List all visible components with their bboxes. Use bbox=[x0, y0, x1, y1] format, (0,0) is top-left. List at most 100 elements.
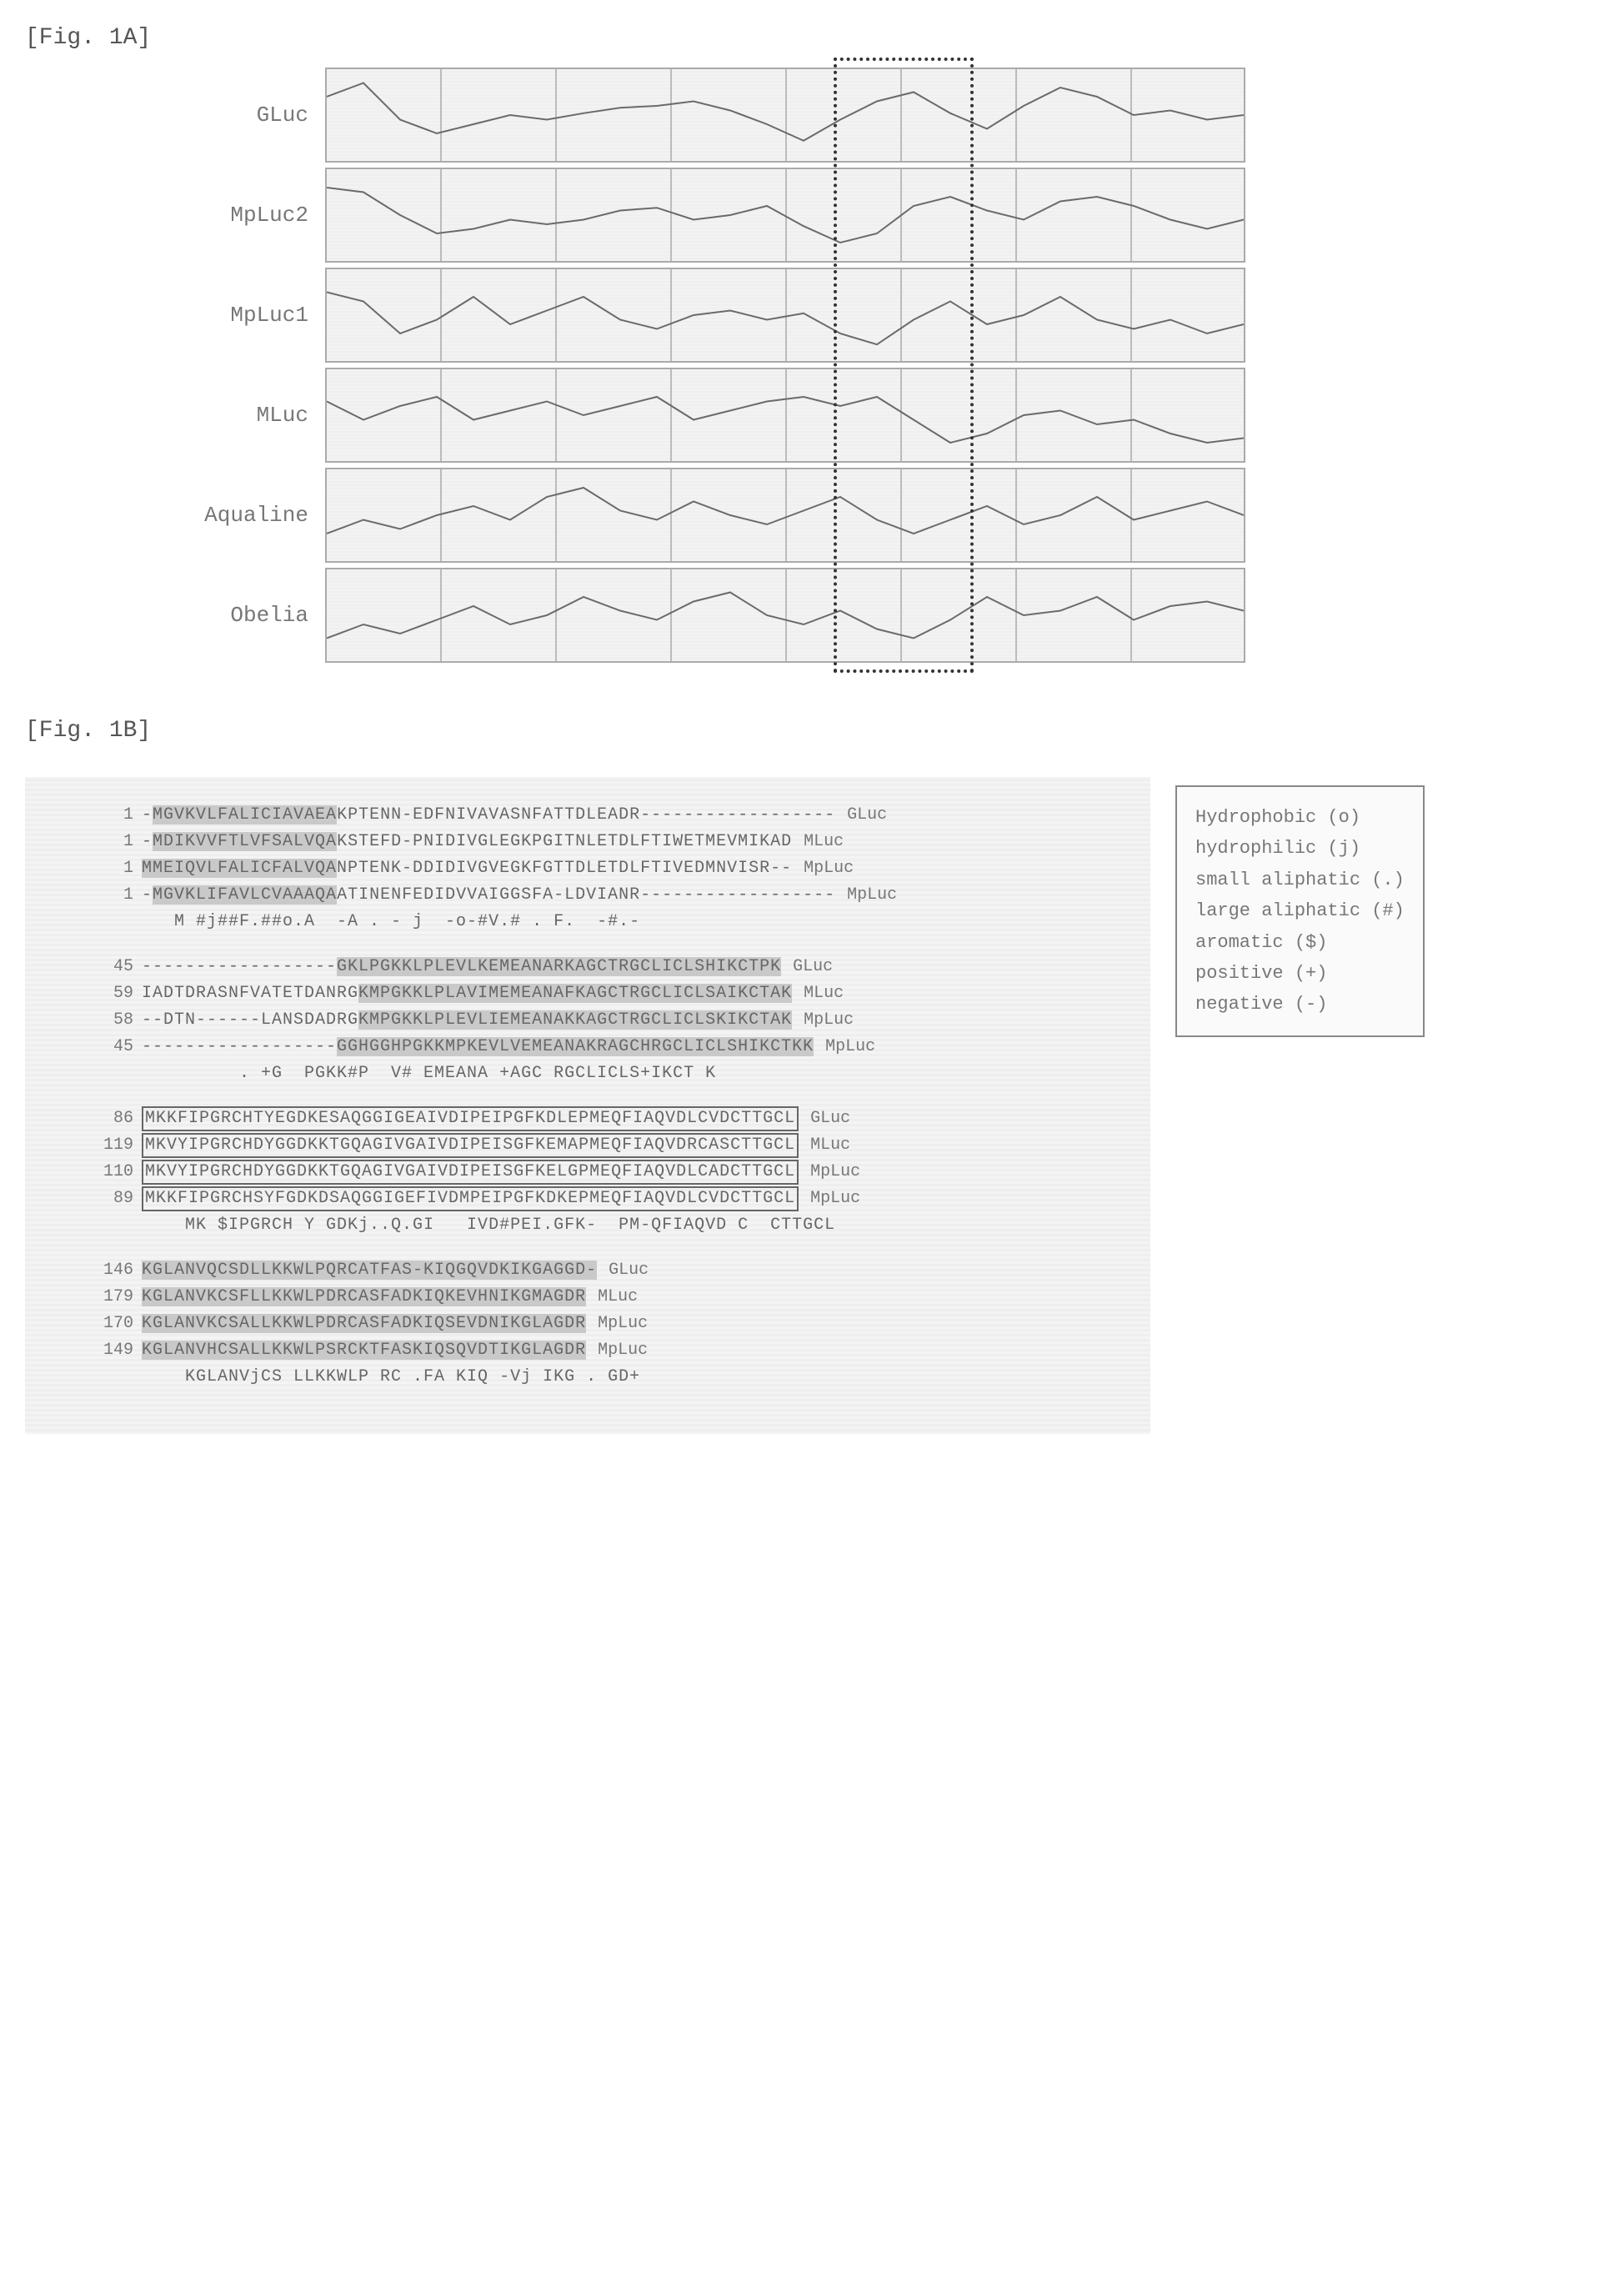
row-name: MpLuc bbox=[835, 882, 922, 909]
row-number: 45 bbox=[75, 954, 142, 980]
row-name: MLuc bbox=[586, 1284, 673, 1311]
alignment-row: 1-MGVKVLFALICIAVAEAKPTENN-EDFNIVAVASNFAT… bbox=[75, 802, 1134, 829]
alignment-row: 45------------------GKLPGKKLPLEVLKEMEANA… bbox=[75, 954, 1134, 980]
row-sequence: KGLANVKCSFLLKKWLPDRCASFADKIQKEVHNIKGMAGD… bbox=[142, 1284, 586, 1311]
legend-item: positive (+) bbox=[1195, 958, 1405, 989]
row-number: 146 bbox=[75, 1257, 142, 1284]
consensus-row: MK $IPGRCH Y GDKj..Q.GI IVD#PEI.GFK- PM-… bbox=[75, 1212, 1134, 1239]
row-name: GLuc bbox=[799, 1105, 885, 1132]
row-name: MLuc bbox=[792, 980, 879, 1007]
consensus-row: . +G PGKK#P V# EMEANA +AGC RGCLICLS+IKCT… bbox=[75, 1060, 1134, 1087]
alignment-row: 1-MGVKLIFAVLCVAAAQAATINENFEDIDVVAIGGSFA-… bbox=[75, 882, 1134, 909]
row-name: MpLuc bbox=[586, 1337, 673, 1364]
row-sequence: IADTDRASNFVATETDANRGKMPGKKLPLAVIMEMEANAF… bbox=[142, 980, 792, 1007]
track-label: MpLuc1 bbox=[158, 303, 325, 328]
row-number: 1 bbox=[75, 855, 142, 882]
fig-1a-label: [Fig. 1A] bbox=[25, 25, 1593, 51]
track-plot bbox=[325, 568, 1245, 663]
fig-1b-label: [Fig. 1B] bbox=[25, 718, 1593, 744]
row-number: 119 bbox=[75, 1132, 142, 1159]
row-sequence: -MGVKVLFALICIAVAEAKPTENN-EDFNIVAVASNFATT… bbox=[142, 802, 835, 829]
consensus-row: M #j##F.##o.A -A . - j -o-#V.# . F. -#.- bbox=[75, 909, 1134, 935]
row-name: MLuc bbox=[799, 1132, 885, 1159]
fig-1a-panel: GLuc MpLuc2 MpLuc1 MLuc Aqualine Obelia bbox=[158, 68, 1325, 663]
row-sequence: MKVYIPGRCHDYGGDKKTGQAGIVGAIVDIPEISGFKELG… bbox=[142, 1159, 799, 1186]
alignment-row: 119MKVYIPGRCHDYGGDKKTGQAGIVGAIVDIPEISGFK… bbox=[75, 1132, 1134, 1159]
row-number: 59 bbox=[75, 980, 142, 1007]
alignment-row: 170KGLANVKCSALLKKWLPDRCASFADKIQSEVDNIKGL… bbox=[75, 1311, 1134, 1337]
row-number: 86 bbox=[75, 1105, 142, 1132]
row-sequence: KGLANVKCSALLKKWLPDRCASFADKIQSEVDNIKGLAGD… bbox=[142, 1311, 586, 1337]
row-sequence: KGLANVQCSDLLKKWLPQRCATFAS-KIQGQVDKIKGAGG… bbox=[142, 1257, 597, 1284]
alignment-block: 146KGLANVQCSDLLKKWLPQRCATFAS-KIQGQVDKIKG… bbox=[75, 1257, 1134, 1391]
legend-item: hydrophilic (j) bbox=[1195, 833, 1405, 864]
row-name: GLuc bbox=[781, 954, 868, 980]
row-number: 1 bbox=[75, 829, 142, 855]
alignment-row: 86MKKFIPGRCHTYEGDKESAQGGIGEAIVDIPEIPGFKD… bbox=[75, 1105, 1134, 1132]
alignment-row: 89MKKFIPGRCHSYFGDKDSAQGGIGEFIVDMPEIPGFKD… bbox=[75, 1186, 1134, 1212]
legend-item: Hydrophobic (o) bbox=[1195, 802, 1405, 833]
consensus-row: KGLANVjCS LLKKWLP RC .FA KIQ -Vj IKG . G… bbox=[75, 1364, 1134, 1391]
row-sequence: MKVYIPGRCHDYGGDKKTGQAGIVGAIVDIPEISGFKEMA… bbox=[142, 1132, 799, 1159]
track-plot bbox=[325, 68, 1245, 163]
alignment-row: 1-MDIKVVFTLVFSALVQAKSTEFD-PNIDIVGLEGKPGI… bbox=[75, 829, 1134, 855]
row-number: 149 bbox=[75, 1337, 142, 1364]
row-number: 170 bbox=[75, 1311, 142, 1337]
track-row: MpLuc2 bbox=[158, 168, 1325, 263]
alignment-row: 110MKVYIPGRCHDYGGDKKTGQAGIVGAIVDIPEISGFK… bbox=[75, 1159, 1134, 1186]
fig-1b-panel: 1-MGVKVLFALICIAVAEAKPTENN-EDFNIVAVASNFAT… bbox=[25, 777, 1593, 1434]
track-row: Obelia bbox=[158, 568, 1325, 663]
row-name: MLuc bbox=[792, 829, 879, 855]
row-sequence: ------------------GGHGGHPGKKMPKEVLVEMEAN… bbox=[142, 1034, 814, 1060]
alignment-block: 45------------------GKLPGKKLPLEVLKEMEANA… bbox=[75, 954, 1134, 1087]
row-sequence: MKKFIPGRCHTYEGDKESAQGGIGEAIVDIPEIPGFKDLE… bbox=[142, 1105, 799, 1132]
alignment-row: 59IADTDRASNFVATETDANRGKMPGKKLPLAVIMEMEAN… bbox=[75, 980, 1134, 1007]
track-label: Obelia bbox=[158, 603, 325, 628]
track-row: MpLuc1 bbox=[158, 268, 1325, 363]
row-name: GLuc bbox=[835, 802, 922, 829]
row-sequence: MMEIQVLFALICFALVQANPTENK-DDIDIVGVEGKFGTT… bbox=[142, 855, 792, 882]
track-label: MLuc bbox=[158, 403, 325, 428]
alignment-row: 1MMEIQVLFALICFALVQANPTENK-DDIDIVGVEGKFGT… bbox=[75, 855, 1134, 882]
track-row: Aqualine bbox=[158, 468, 1325, 563]
row-sequence: ------------------GKLPGKKLPLEVLKEMEANARK… bbox=[142, 954, 781, 980]
row-name: MpLuc bbox=[792, 1007, 879, 1034]
row-name: GLuc bbox=[597, 1257, 684, 1284]
track-row: GLuc bbox=[158, 68, 1325, 163]
legend-item: negative (-) bbox=[1195, 989, 1405, 1020]
track-plot bbox=[325, 168, 1245, 263]
row-number: 1 bbox=[75, 882, 142, 909]
row-sequence: -MDIKVVFTLVFSALVQAKSTEFD-PNIDIVGLEGKPGIT… bbox=[142, 829, 792, 855]
row-number: 58 bbox=[75, 1007, 142, 1034]
track-label: Aqualine bbox=[158, 503, 325, 528]
row-sequence: -MGVKLIFAVLCVAAAQAATINENFEDIDVVAIGGSFA-L… bbox=[142, 882, 835, 909]
track-label: GLuc bbox=[158, 103, 325, 128]
alignment-block: 1-MGVKVLFALICIAVAEAKPTENN-EDFNIVAVASNFAT… bbox=[75, 802, 1134, 935]
legend-box: Hydrophobic (o)hydrophilic (j)small alip… bbox=[1175, 785, 1425, 1037]
track-label: MpLuc2 bbox=[158, 203, 325, 228]
track-plot bbox=[325, 468, 1245, 563]
alignment-row: 45------------------GGHGGHPGKKMPKEVLVEME… bbox=[75, 1034, 1134, 1060]
row-number: 89 bbox=[75, 1186, 142, 1212]
row-name: MpLuc bbox=[586, 1311, 673, 1337]
alignment-row: 146KGLANVQCSDLLKKWLPQRCATFAS-KIQGQVDKIKG… bbox=[75, 1257, 1134, 1284]
legend-item: small aliphatic (.) bbox=[1195, 865, 1405, 895]
row-name: MpLuc bbox=[799, 1186, 885, 1212]
row-number: 1 bbox=[75, 802, 142, 829]
row-sequence: --DTN------LANSDADRGKMPGKKLPLEVLIEMEANAK… bbox=[142, 1007, 792, 1034]
alignment-row: 179KGLANVKCSFLLKKWLPDRCASFADKIQKEVHNIKGM… bbox=[75, 1284, 1134, 1311]
alignment-row: 58--DTN------LANSDADRGKMPGKKLPLEVLIEMEAN… bbox=[75, 1007, 1134, 1034]
row-number: 179 bbox=[75, 1284, 142, 1311]
row-number: 45 bbox=[75, 1034, 142, 1060]
legend-item: aromatic ($) bbox=[1195, 927, 1405, 958]
legend-item: large aliphatic (#) bbox=[1195, 895, 1405, 926]
row-sequence: KGLANVHCSALLKKWLPSRCKTFASKIQSQVDTIKGLAGD… bbox=[142, 1337, 586, 1364]
alignment-block: 86MKKFIPGRCHTYEGDKESAQGGIGEAIVDIPEIPGFKD… bbox=[75, 1105, 1134, 1239]
track-row: MLuc bbox=[158, 368, 1325, 463]
track-plot bbox=[325, 268, 1245, 363]
row-name: MpLuc bbox=[792, 855, 879, 882]
row-name: MpLuc bbox=[814, 1034, 900, 1060]
row-sequence: MKKFIPGRCHSYFGDKDSAQGGIGEFIVDMPEIPGFKDKE… bbox=[142, 1186, 799, 1212]
row-name: MpLuc bbox=[799, 1159, 885, 1186]
alignment-row: 149KGLANVHCSALLKKWLPSRCKTFASKIQSQVDTIKGL… bbox=[75, 1337, 1134, 1364]
